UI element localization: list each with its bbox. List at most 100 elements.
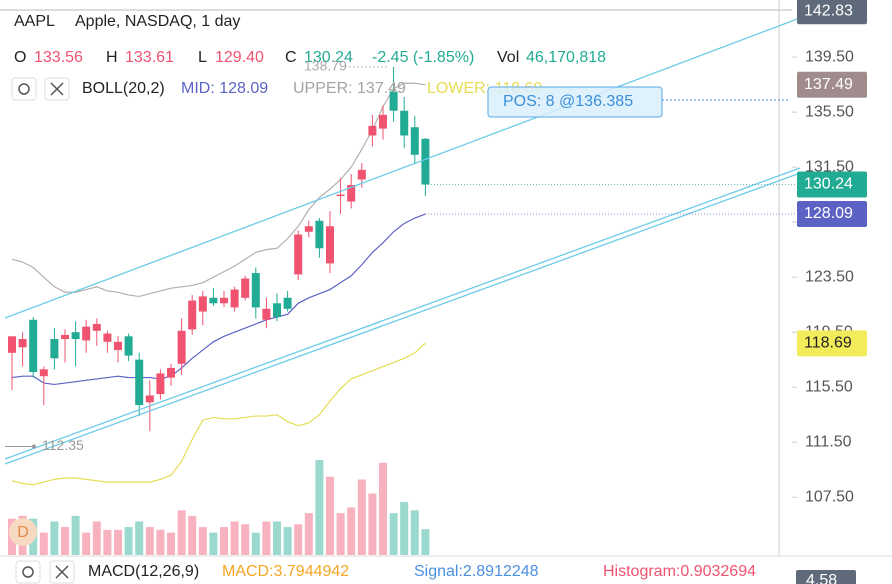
volume-bar [283,527,292,555]
volume-bar [326,476,334,555]
description: Apple, NASDAQ, 1 day [75,13,240,30]
candle-body [18,339,27,348]
volume-bar [135,521,144,555]
candle-body [241,278,250,298]
price-label-box [797,0,867,25]
candle-body [294,234,303,275]
candle-body [61,334,69,340]
candle-body [198,296,207,312]
candle-body [347,185,356,202]
trend-line[interactable] [4,167,801,460]
trend-line[interactable] [4,17,801,319]
y-tick-label: 131.50 [805,158,854,175]
histogram-value: Histogram:0.9032694 [603,563,756,580]
volume-bar [61,527,69,555]
position-box[interactable] [487,86,663,118]
y-tick-label: 107.50 [805,488,854,505]
candle-body [50,339,59,359]
candle-body [82,326,91,341]
candle-body [421,138,430,185]
volume-bar [357,479,366,555]
volume-bar [145,527,154,555]
candle-body [124,336,133,356]
volume-bar [156,529,165,555]
badge[interactable] [9,518,37,546]
ohlc-value: 130.24 [304,49,353,66]
ohlc-value: 133.61 [125,49,174,66]
symbol: AAPL [14,13,55,30]
volume-bar [410,510,419,555]
macd-value: MACD:3.7944942 [222,563,349,580]
candle-body [400,110,409,136]
candle-body [188,300,197,330]
low-marker: 112.35 [42,437,84,453]
volume-bar [347,507,356,555]
bollinger-upper [11,82,426,298]
y-tick-label: 135.50 [805,103,854,120]
ohlc-label: H [106,49,118,66]
volume-bar [294,524,303,555]
price-label: 118.69 [804,335,852,352]
y-tick-label: 111.50 [805,433,852,450]
y-tick-label: 115.50 [805,378,853,395]
bollinger-lower [11,342,426,486]
ohlc-label: O [14,49,26,66]
volume-bar [177,510,186,555]
candle-body [92,323,101,331]
volume-bar [368,493,377,555]
macd-name: MACD(12,26,9) [88,563,199,580]
price-label-box [797,171,867,198]
high-marker: 138.79 [304,58,347,74]
candle-body [114,341,122,351]
candle-body [103,333,112,342]
candle-body [29,319,38,373]
candle-body [283,297,292,309]
ohlc-label: L [198,49,207,66]
price-label: 137.49 [804,76,853,93]
settings-icon[interactable] [15,560,41,584]
close-icon[interactable] [49,560,75,584]
y-tick-label: 139.50 [805,48,854,65]
volume-bar [262,521,271,555]
candle-body [357,169,366,180]
price-label-box [797,330,867,357]
volume-bar [188,515,197,555]
candle-body [336,194,345,197]
candle-body [389,91,398,111]
plot-area [8,66,430,555]
candle-body [251,273,260,308]
price-label-box [797,201,867,228]
candle-body [315,220,324,249]
volume-bar [167,532,175,555]
scale-box [796,570,856,584]
price-label: 128.09 [804,205,853,222]
volume-bar [251,532,260,555]
low-marker-dot [32,444,36,449]
volume-bar [39,532,48,555]
candle-body [156,373,165,395]
candle-body [145,395,154,403]
candle-body [410,127,419,155]
position[interactable]: POS: 8 @136.385 [503,93,633,110]
volume-bar [336,513,345,555]
volume-bar [82,532,91,555]
change: -2.45 (-1.85%) [372,49,474,66]
candle-body [177,330,186,364]
settings-icon[interactable] [11,77,37,101]
volume-bar [273,521,281,555]
candle-body [262,308,271,320]
price-label-box [797,71,867,98]
volume-bar [220,527,228,555]
close-icon[interactable] [44,77,70,101]
scale-value: 4.58 [806,572,837,584]
candle-body [167,367,175,378]
candle-body [379,114,387,129]
trend-line[interactable] [4,172,801,465]
badge-text: D [17,524,29,541]
price-label: 142.83 [804,2,853,19]
ohlc-label: C [285,49,297,66]
candle-body [135,359,144,406]
volume-bar [50,521,59,555]
volume-bar [92,521,101,555]
volume-bar [379,462,387,555]
